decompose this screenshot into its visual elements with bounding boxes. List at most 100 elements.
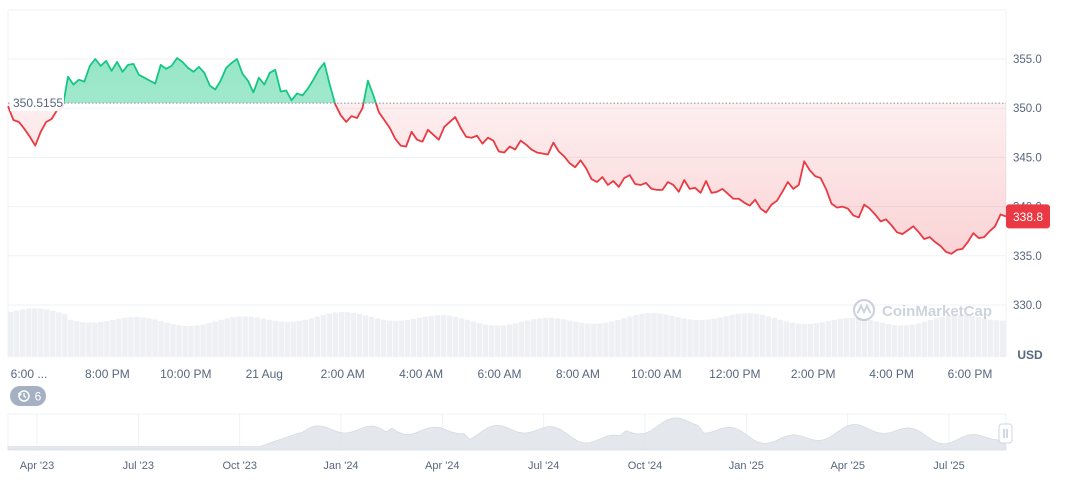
volume-bar: [483, 324, 488, 357]
volume-bar: [820, 322, 825, 357]
navigator-x-tick: Jul '25: [933, 460, 964, 472]
volume-bar: [687, 319, 692, 357]
volume-bar: [699, 320, 704, 357]
volume-bar: [507, 324, 512, 357]
history-badge[interactable]: 6: [10, 386, 46, 406]
coinmarketcap-logo-icon: [854, 300, 874, 320]
x-tick-label: 8:00 AM: [556, 367, 600, 381]
volume-bar: [549, 318, 554, 357]
volume-bar: [525, 320, 530, 357]
volume-bar: [1000, 321, 1005, 357]
volume-bar: [946, 316, 951, 357]
volume-bar: [8, 312, 13, 357]
volume-bar: [315, 317, 320, 357]
volume-bar: [333, 313, 338, 357]
range-handle[interactable]: [999, 424, 1012, 443]
current-price-text: 338.8: [1013, 210, 1043, 224]
volume-bar: [236, 317, 241, 357]
volume-bar: [940, 317, 945, 357]
volume-bar: [261, 319, 266, 357]
navigator-x-tick: Apr '23: [20, 460, 55, 472]
volume-bar: [176, 325, 181, 357]
volume-bar: [904, 325, 909, 357]
volume-bar: [663, 315, 668, 357]
volume-bar: [952, 315, 957, 357]
navigator-x-tick: Oct '23: [222, 460, 257, 472]
volume-bar: [248, 317, 253, 357]
volume-bar: [567, 320, 572, 357]
volume-bar: [74, 321, 79, 357]
navigator-x-tick: Jul '23: [123, 460, 154, 472]
volume-bar: [747, 313, 752, 357]
volume-bar: [321, 315, 326, 357]
navigator-x-tick: Jan '25: [729, 460, 764, 472]
volume-bar: [964, 315, 969, 357]
x-tick-label: 6:00 ...: [11, 367, 48, 381]
y-tick-label: 345.0: [1013, 152, 1042, 164]
volume-bar: [158, 321, 163, 357]
volume-bar: [128, 317, 133, 357]
volume-bar: [14, 311, 19, 357]
volume-bar: [838, 319, 843, 357]
volume-bar: [681, 318, 686, 357]
volume-bar: [988, 320, 993, 357]
volume-bar: [729, 315, 734, 357]
volume-bar: [477, 323, 482, 357]
y-tick-label: 355.0: [1013, 54, 1042, 66]
volume-bar: [711, 319, 716, 357]
volume-bar: [760, 315, 765, 357]
volume-bar: [242, 316, 247, 357]
volume-bar: [513, 323, 518, 357]
volume-bar: [297, 321, 302, 357]
volume-bar: [453, 317, 458, 357]
volume-bar: [723, 316, 728, 357]
volume-bar: [790, 323, 795, 357]
volume-bar: [405, 320, 410, 357]
volume-bar: [32, 308, 37, 357]
volume-bar: [555, 318, 560, 357]
volume-bar: [717, 318, 722, 357]
volume-bar: [218, 320, 223, 357]
x-tick-label: 10:00 PM: [160, 367, 211, 381]
volume-bar: [657, 314, 662, 357]
volume-bar: [273, 321, 278, 357]
volume-bar: [104, 321, 109, 357]
volume-bar: [675, 317, 680, 357]
volume-bar: [537, 318, 542, 357]
volume-bar: [285, 322, 290, 357]
volume-bar: [429, 316, 434, 357]
volume-bar: [140, 317, 145, 357]
history-badge-count: 6: [35, 390, 42, 404]
volume-bar: [976, 317, 981, 357]
volume-bar: [206, 323, 211, 357]
volume-bar: [844, 318, 849, 357]
volume-bar: [693, 320, 698, 357]
navigator-x-tick: Apr '25: [830, 460, 865, 472]
price-area-fill: [8, 58, 1006, 254]
volume-bar: [92, 322, 97, 357]
volume-bar: [603, 323, 608, 357]
volume-bar: [796, 324, 801, 357]
volume-bar: [417, 318, 422, 357]
volume-bar: [970, 316, 975, 357]
volume-bar: [573, 322, 578, 357]
volume-bar: [50, 311, 55, 357]
volume-bar: [152, 320, 157, 357]
volume-bar: [345, 312, 350, 357]
volume-bar: [146, 318, 151, 357]
volume-bar: [832, 320, 837, 357]
volume-bar: [766, 316, 771, 357]
volume-bar: [441, 315, 446, 357]
volume-bar: [309, 318, 314, 357]
volume-bar: [850, 318, 855, 357]
x-tick-label: 12:00 PM: [709, 367, 760, 381]
volume-bar: [735, 314, 740, 357]
watermark: CoinMarketCap: [854, 300, 992, 320]
volume-bar: [501, 325, 506, 357]
volume-bar: [98, 322, 103, 357]
volume-bar: [543, 318, 548, 357]
navigator-x-tick: Jan '24: [323, 460, 358, 472]
